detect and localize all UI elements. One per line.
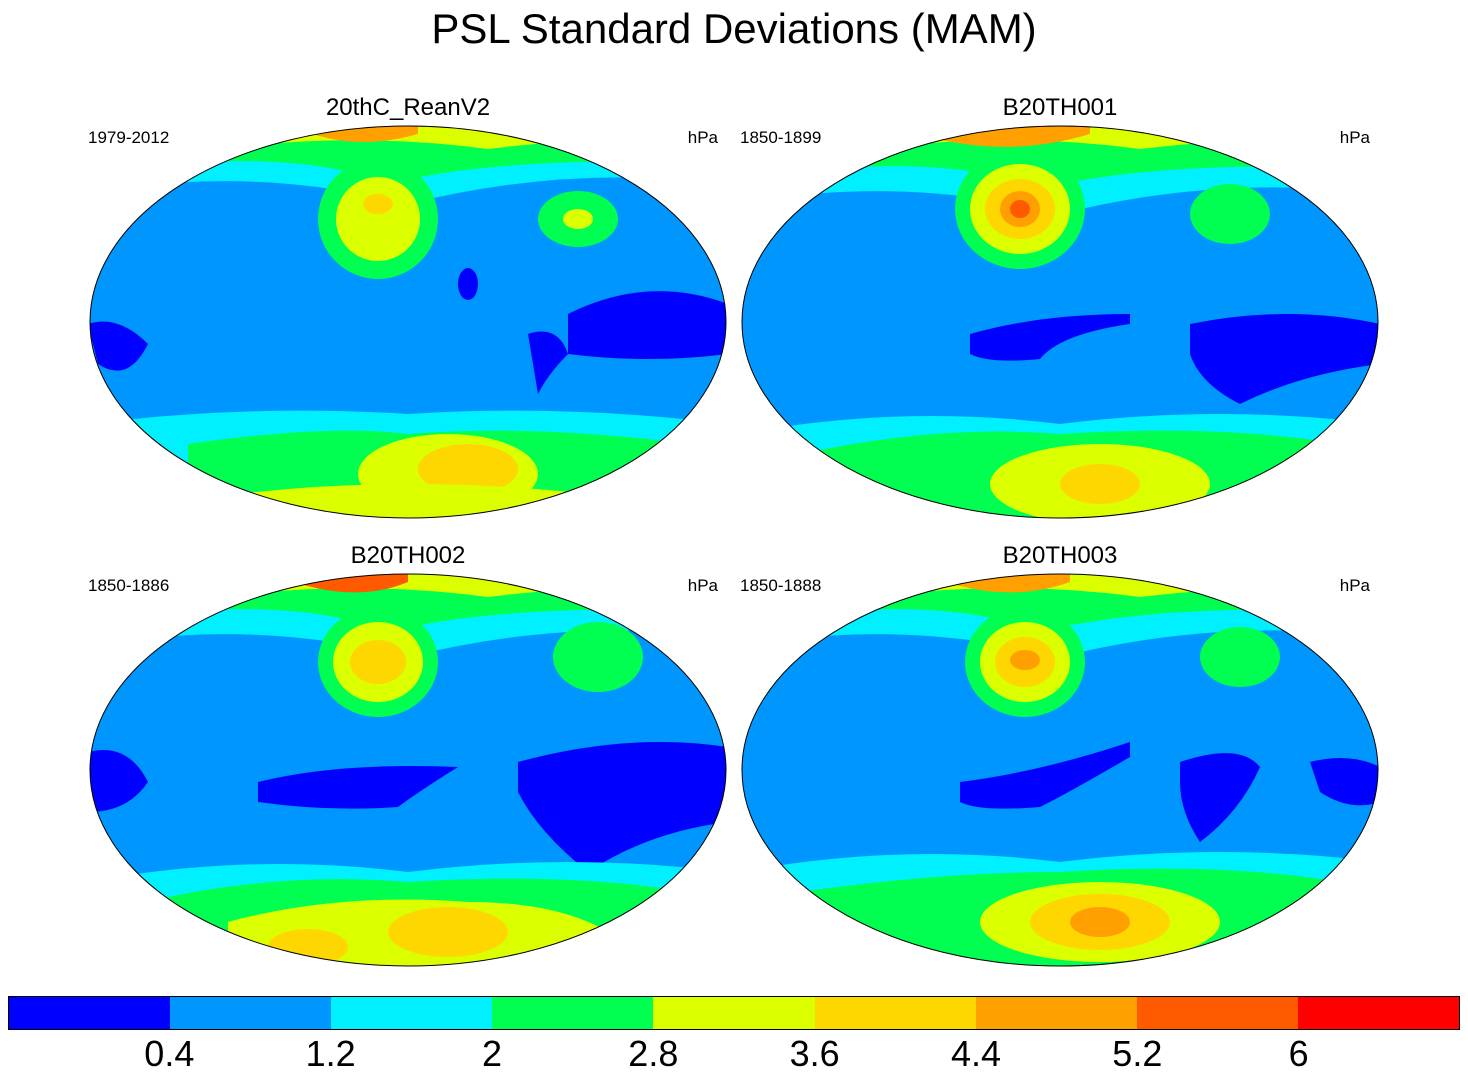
colorbar-tick-label: 2 [481, 1033, 503, 1074]
map-panel-b20th001: B20TH001 1850-1899 hPa [740, 94, 1400, 540]
panel-title: 20thC_ReanV2 [325, 94, 491, 121]
panel-title: B20TH001 [1002, 94, 1118, 121]
colorbar-box [492, 997, 654, 1029]
colorbar-box [814, 997, 976, 1029]
colorbar-labels: 0.4 1.2 2 2.8 3.6 4.4 5.2 6 [8, 1034, 1460, 1074]
colorbar-tick-label: 0.4 [144, 1033, 195, 1074]
panel-title: B20TH002 [350, 542, 466, 569]
panel-title: B20TH003 [1002, 542, 1118, 569]
psl-stddev-map [741, 125, 1379, 519]
map-panel-b20th002: B20TH002 1850-1886 hPa [88, 542, 748, 988]
colorbar-box [9, 997, 171, 1029]
colorbar-tick-label: 3.6 [789, 1033, 840, 1074]
colorbar-box [1297, 997, 1459, 1029]
psl-stddev-map [741, 573, 1379, 967]
panel-period: 1850-1888 [740, 576, 822, 595]
panel-units: hPa [1339, 576, 1370, 595]
colorbar-tick-label: 6 [1288, 1033, 1309, 1074]
colorbar-tick-label: 5.2 [1112, 1033, 1163, 1074]
colorbar-box [975, 997, 1137, 1029]
map-panel-b20th003: B20TH003 1850-1888 hPa [740, 542, 1400, 988]
psl-stddev-map [89, 125, 727, 519]
colorbar-tick-label: 4.4 [950, 1033, 1002, 1074]
panel-period: 1979-2012 [88, 128, 170, 147]
figure-title: PSL Standard Deviations (MAM) [431, 5, 1037, 52]
colorbar-box [653, 997, 815, 1029]
colorbar-tick-label: 1.2 [305, 1033, 356, 1074]
panel-period: 1850-1886 [88, 576, 170, 595]
panel-units: hPa [687, 576, 718, 595]
map-panel-20thc-reanv2: 20thC_ReanV2 1979-2012 hPa [88, 94, 748, 540]
psl-stddev-map [89, 573, 727, 967]
colorbar-box [170, 997, 332, 1029]
colorbar-box [1136, 997, 1298, 1029]
colorbar-tick-label: 2.8 [628, 1033, 679, 1074]
colorbar-box [331, 997, 493, 1029]
panel-units: hPa [1339, 128, 1370, 147]
panel-period: 1850-1899 [740, 128, 822, 147]
panel-units: hPa [687, 128, 718, 147]
colorbar [8, 996, 1460, 1030]
